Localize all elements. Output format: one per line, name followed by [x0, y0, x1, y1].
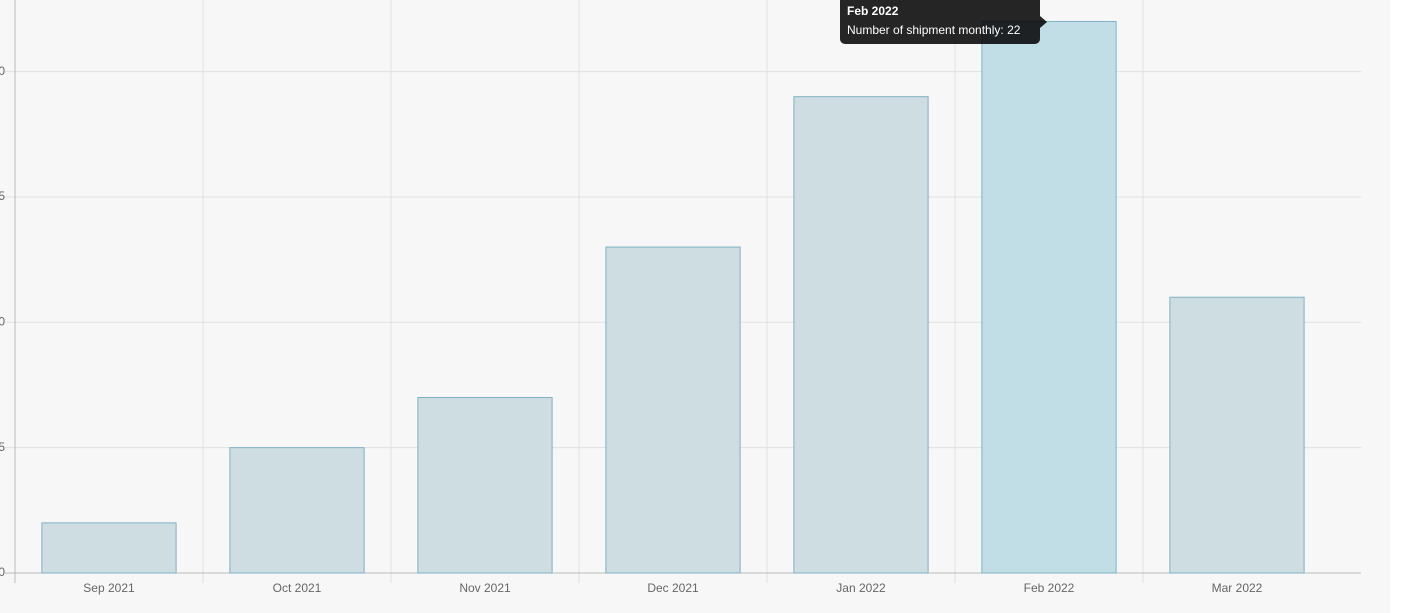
x-tick-label: Sep 2021: [83, 581, 135, 595]
tooltip-text: Number of shipment monthly: 22: [847, 23, 1021, 37]
y-tick-label: 5: [0, 440, 5, 454]
x-tick-label: Nov 2021: [459, 581, 511, 595]
y-tick-label: 0: [0, 565, 5, 579]
bar: [229, 447, 365, 574]
tooltip: Feb 2022 Number of shipment monthly: 22: [840, 0, 1047, 44]
bar: [981, 20, 1117, 574]
bar: [41, 522, 177, 574]
x-tick-label: Oct 2021: [273, 581, 322, 595]
y-tick-label: 10: [0, 314, 5, 328]
tooltip-box: [840, 0, 1040, 44]
bar: [1169, 296, 1305, 574]
x-tick-label: Dec 2021: [647, 581, 699, 595]
bar: [605, 246, 741, 574]
tooltip-caret: [1040, 16, 1047, 28]
bar: [417, 397, 553, 574]
tooltip-title: Feb 2022: [847, 4, 899, 18]
x-tick-label: Mar 2022: [1212, 581, 1263, 595]
y-tick-label: 20: [0, 64, 5, 78]
bar: [793, 96, 929, 574]
x-tick-label: Jan 2022: [836, 581, 886, 595]
y-tick-label: 15: [0, 189, 5, 203]
x-tick-label: Feb 2022: [1024, 581, 1075, 595]
